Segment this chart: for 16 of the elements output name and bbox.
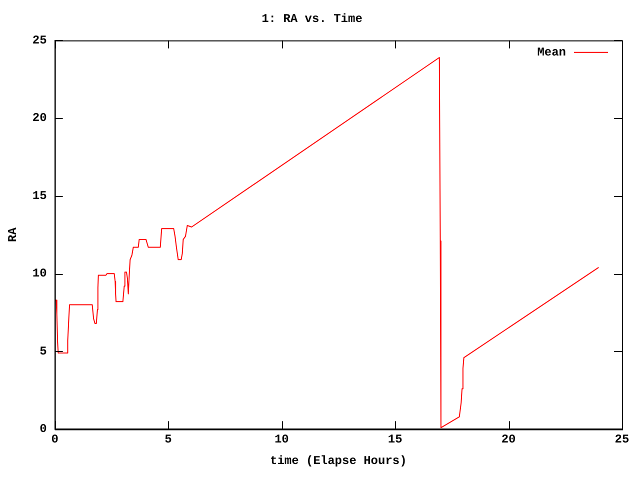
text: Mean xyxy=(537,45,566,60)
y-axis-title: RA xyxy=(6,226,20,242)
y-tick-label: 15 xyxy=(32,188,47,203)
y-tick-label: 20 xyxy=(32,111,47,126)
x-tick-label: 10 xyxy=(274,432,289,446)
y-tick-label: 25 xyxy=(32,33,47,48)
x-tick-label: 0 xyxy=(51,432,58,446)
x-tick-label: 25 xyxy=(614,432,630,446)
x-tick-label: 20 xyxy=(501,432,516,446)
x-axis-title: time (Elapse Hours) xyxy=(270,454,407,468)
x-tick-label: 5 xyxy=(164,432,172,446)
y-tick-label: 0 xyxy=(40,422,47,436)
chart-title: 1: RA vs. Time xyxy=(262,12,362,26)
y-tick-label: 5 xyxy=(40,344,47,358)
x-tick-label: 15 xyxy=(388,432,402,446)
y-tick-label: 10 xyxy=(32,266,47,281)
